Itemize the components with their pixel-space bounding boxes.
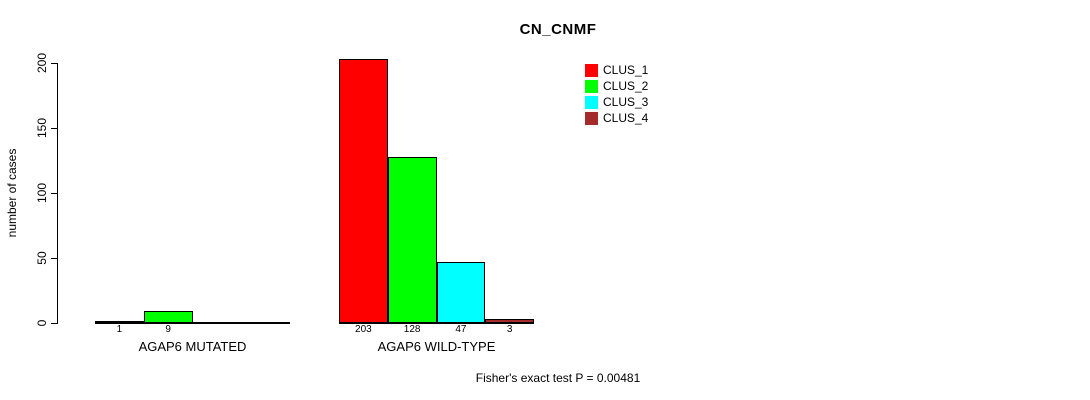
legend: CLUS_1 CLUS_2 CLUS_3 CLUS_4 [585, 62, 648, 126]
legend-swatch [585, 63, 598, 77]
y-axis-tick-label: 100 [35, 182, 49, 204]
bar-clus_4 [485, 319, 534, 323]
bar-clus_1 [339, 59, 388, 323]
legend-row: CLUS_4 [585, 110, 648, 126]
y-axis-tick [51, 128, 57, 129]
legend-label: CLUS_2 [603, 78, 649, 93]
group-baseline [339, 322, 534, 324]
y-axis-tick [51, 323, 57, 324]
legend-label: CLUS_1 [603, 62, 649, 77]
bar-clus_2 [387, 156, 437, 323]
bar-value-label: 128 [403, 324, 421, 335]
footer-note: Fisher's exact test P = 0.00481 [475, 371, 641, 385]
bar-clus_1 [95, 321, 144, 323]
y-axis-tick-label: 150 [35, 117, 49, 139]
bar-value-label: 3 [506, 324, 513, 335]
legend-swatch [585, 79, 598, 93]
legend-swatch [585, 111, 598, 125]
bar-clus_3 [436, 261, 486, 323]
bar-value-label: 1 [116, 324, 123, 335]
bar-clus_2 [143, 311, 193, 323]
bar-value-label: 203 [355, 324, 372, 335]
legend-swatch [585, 95, 598, 109]
legend-row: CLUS_3 [585, 94, 648, 110]
group-label: AGAP6 WILD-TYPE [377, 339, 496, 354]
legend-row: CLUS_1 [585, 62, 648, 78]
y-axis-tick-label: 50 [35, 251, 49, 265]
legend-label: CLUS_3 [603, 94, 649, 109]
group-label: AGAP6 MUTATED [138, 339, 247, 354]
y-axis-tick [51, 193, 57, 194]
y-axis-tick [51, 63, 57, 64]
group-baseline [95, 322, 290, 324]
y-axis-line [57, 63, 58, 324]
bar-value-label: 9 [165, 324, 171, 335]
y-axis-tick-label: 200 [35, 52, 49, 74]
chart-title: CN_CNMF [519, 21, 597, 38]
bar-value-label: 47 [455, 324, 467, 335]
y-axis-tick [51, 258, 57, 259]
y-axis-tick-label: 0 [35, 319, 49, 327]
legend-row: CLUS_2 [585, 78, 648, 94]
legend-label: CLUS_4 [603, 110, 649, 125]
